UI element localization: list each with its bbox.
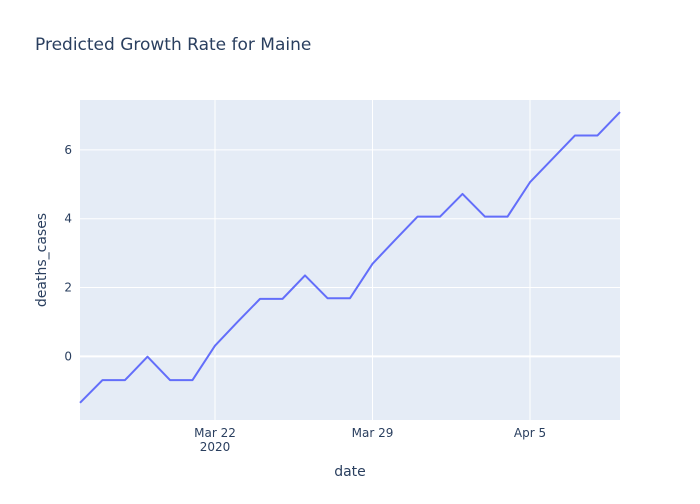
series-line [79, 111, 621, 404]
x-axis-title: date [334, 464, 366, 480]
x-tick-sublabel: 2020 [200, 440, 231, 454]
y-tick-label: 2 [64, 281, 72, 295]
x-tick-label: Mar 22 [194, 426, 236, 440]
y-tick-label: 4 [64, 212, 72, 226]
series-layer [79, 111, 621, 404]
x-tick-label: Mar 29 [352, 426, 394, 440]
x-tick-label: Apr 5 [514, 426, 546, 440]
y-tick-label: 6 [64, 143, 72, 157]
y-axis-title: deaths_cases [34, 213, 50, 307]
chart-title: Predicted Growth Rate for Maine [35, 35, 311, 55]
x-gridlines [214, 100, 531, 420]
y-gridlines [80, 149, 620, 358]
y-tick-label: 0 [64, 349, 72, 363]
y-axis-ticks: 0 2 4 6 [64, 143, 72, 363]
